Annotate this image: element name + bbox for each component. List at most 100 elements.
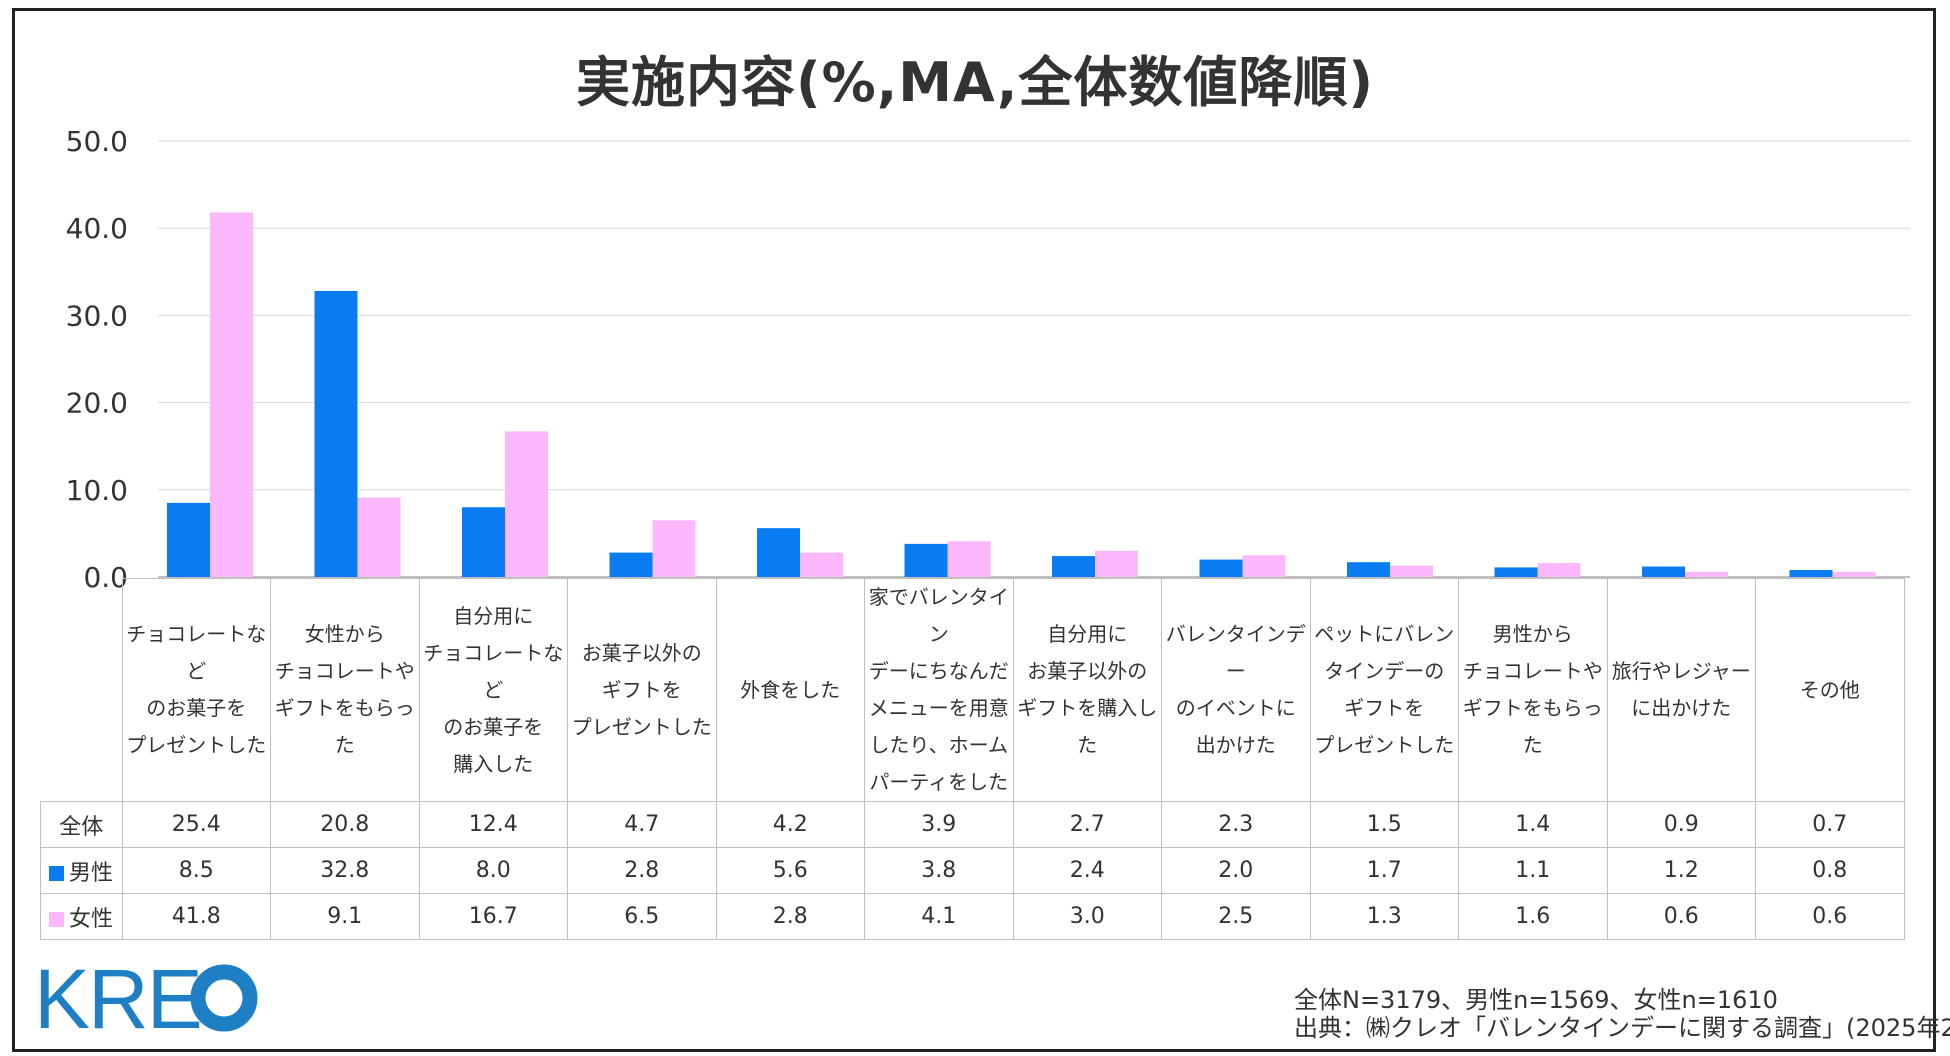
- y-tick-label: 40.0: [66, 212, 128, 245]
- table-cell: 3.9: [864, 801, 1014, 848]
- bar-male: [314, 290, 358, 577]
- table-cell: 1.7: [1309, 847, 1459, 894]
- category-label-line: チョコレートなど: [126, 622, 267, 683]
- bar-female: [1685, 571, 1728, 577]
- y-tick-label: 20.0: [66, 387, 128, 420]
- category-label: お菓子以外の ギフトをプレゼントした: [567, 578, 717, 802]
- table-cell: 3.0: [1012, 893, 1162, 940]
- logo-o-mark: [190, 964, 258, 1032]
- bar-male: [1052, 556, 1095, 577]
- bar-male: [167, 502, 210, 577]
- category-label: 自分用にチョコレートなどのお菓子を購入した: [418, 578, 568, 802]
- category-label-line: に出かけた: [1631, 696, 1732, 720]
- table-cell: 2.7: [1012, 801, 1162, 848]
- bar-male: [1789, 570, 1833, 577]
- table-cell: 1.4: [1458, 801, 1608, 848]
- gridlines: [158, 140, 1910, 578]
- table-cell: 2.4: [1012, 847, 1162, 894]
- y-tick-label: 30.0: [66, 299, 128, 332]
- category-label: ペットにバレン タインデーの ギフトを プレゼントした: [1309, 578, 1459, 802]
- bar-chart: 50.040.030.020.010.00.0: [66, 125, 1910, 590]
- bar-female: [357, 497, 401, 577]
- table-cell: 1.2: [1606, 847, 1756, 894]
- table-cell: 5.6: [715, 847, 865, 894]
- chart-title: 実施内容(%,MA,全体数値降順): [575, 51, 1375, 114]
- category-label-line: チョコレートなど: [423, 640, 564, 702]
- table-cell: 9.1: [270, 893, 420, 940]
- table-cell: 12.4: [418, 801, 568, 848]
- category-label: バレンタインデー のイベントに 出かけた: [1161, 578, 1311, 802]
- table-corner: [40, 578, 123, 802]
- category-label: 旅行やレジャー に出かけた: [1606, 578, 1756, 802]
- category-label-line: のイベントに: [1175, 696, 1296, 720]
- table-row-total: 全体 25.4 20.8 12.4 4.7 4.2 3.9 2.7 2.3 1.5 1.4 0.9 0.…: [40, 801, 1905, 848]
- bar-female: [1095, 550, 1138, 577]
- bar-male: [609, 552, 653, 577]
- category-label-line: 女性から: [304, 622, 385, 646]
- legend-swatch-male: [49, 865, 64, 881]
- category-label-line: 外食をした: [740, 677, 841, 702]
- row-label-text: 男性: [69, 860, 114, 886]
- table-cell: 0.6: [1606, 893, 1756, 940]
- category-label-line: パーティをした: [869, 770, 1009, 794]
- table-cell: 41.8: [121, 893, 271, 940]
- y-tick-label: 10.0: [66, 474, 128, 507]
- category-label-line: 購入した: [453, 751, 534, 776]
- category-label-line: ペットにバレン: [1314, 622, 1455, 646]
- category-label-line: ギフトを: [601, 677, 682, 702]
- bar-male: [1642, 566, 1685, 577]
- bar-male: [1199, 559, 1243, 577]
- table-cell: 6.5: [567, 893, 717, 940]
- category-label-line: お菓子以外の: [1027, 659, 1148, 683]
- category-label-line: デーにちなんだ: [868, 659, 1009, 683]
- table-cell: 4.2: [715, 801, 865, 848]
- category-label-line: プレゼントした: [571, 714, 712, 739]
- table-cell: 0.8: [1755, 847, 1905, 894]
- category-label-line: のお菓子を: [443, 714, 544, 739]
- bar-male: [904, 543, 948, 577]
- category-label-line: ギフトを: [1344, 696, 1425, 720]
- category-label-line: 自分用に: [453, 603, 534, 628]
- row-label-total: 全体: [40, 801, 123, 848]
- table-cell: 8.0: [418, 847, 568, 894]
- category-label-line: お菓子以外の: [581, 640, 702, 665]
- category-label: 家でバレンタイン デーにちなんだ メニューを用意 したり、ホーム パーティをした: [864, 578, 1014, 802]
- sample-size-note: 全体N=3179、男性n=1569、女性n=1610: [1294, 986, 1778, 1014]
- table-cell: 8.5: [121, 847, 271, 894]
- table-cell: 2.0: [1161, 847, 1311, 894]
- row-label-male: 男性: [40, 847, 123, 894]
- category-label: 男性から チョコレートや ギフトをもらった: [1458, 578, 1608, 802]
- category-label-line: メニューを用意: [868, 696, 1009, 720]
- category-label: その他: [1755, 578, 1905, 802]
- bar-male: [462, 507, 505, 577]
- bar-female: [1537, 563, 1581, 577]
- bar-female: [947, 541, 991, 577]
- bar-male: [1347, 562, 1390, 577]
- table-cell: 2.8: [567, 847, 717, 894]
- table-row-male: 男性 8.5 32.8 8.0 2.8 5.6 3.8 2.4 2.0 1.7 1.1 1.2 0.8: [40, 847, 1905, 894]
- category-label-line: プレゼントした: [126, 733, 267, 757]
- row-label-text: 全体: [59, 814, 104, 840]
- y-tick-label: 50.0: [66, 125, 128, 158]
- category-label-line: したり、ホーム: [869, 733, 1009, 757]
- table-cell: 1.6: [1458, 893, 1608, 940]
- table-cell: 1.1: [1458, 847, 1608, 894]
- row-label-female: 女性: [40, 893, 123, 940]
- logo-text: KRE: [34, 960, 201, 1034]
- table-cell: 2.5: [1161, 893, 1311, 940]
- category-label: 自分用に お菓子以外の ギフトを購入した: [1012, 578, 1162, 802]
- bars: [167, 212, 1876, 577]
- bar-female: [652, 520, 696, 577]
- table-cell: 4.7: [567, 801, 717, 848]
- bar-female: [1390, 565, 1433, 577]
- table-cell: 2.3: [1161, 801, 1311, 848]
- table-cell: 32.8: [270, 847, 420, 894]
- data-table: チョコレートなど のお菓子を プレゼントした 女性から チョコレートや ギフトをもらった自…: [40, 578, 1905, 940]
- table-cell: 2.8: [715, 893, 865, 940]
- table-cell: 0.6: [1755, 893, 1905, 940]
- category-row: チョコレートなど のお菓子を プレゼントした 女性から チョコレートや ギフトをもらった自…: [40, 578, 1905, 802]
- category-label-line: タインデーの: [1324, 659, 1445, 683]
- category-label-line: 旅行やレジャー: [1611, 659, 1751, 683]
- y-axis-ticks: 50.040.030.020.010.00.0: [66, 125, 128, 590]
- table-cell: 3.8: [864, 847, 1014, 894]
